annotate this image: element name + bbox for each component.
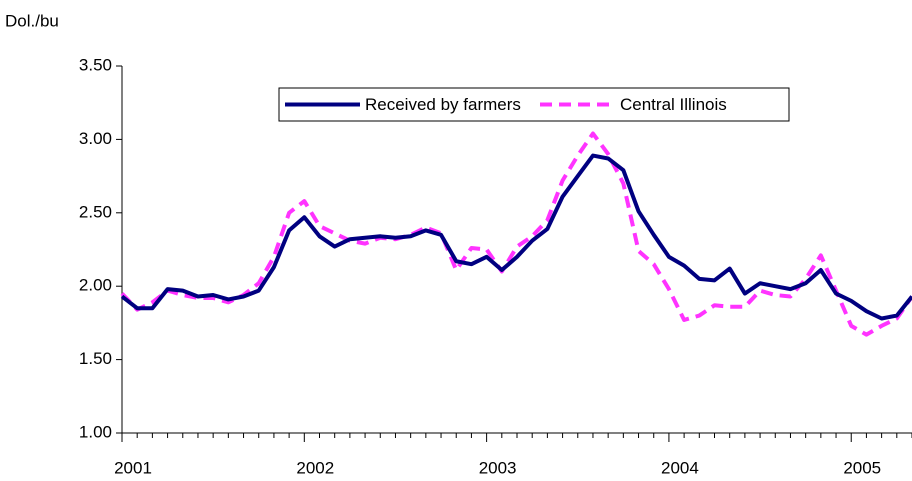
y-tick-label: 1.00: [79, 422, 112, 441]
x-tick-label: 2005: [843, 458, 881, 477]
series-line: [120, 153, 912, 321]
x-tick-label: 2001: [114, 458, 152, 477]
series-line: [120, 131, 912, 337]
x-tick-label: 2004: [661, 458, 699, 477]
x-tick-label: 2002: [296, 458, 334, 477]
x-tick-label: 2003: [479, 458, 517, 477]
y-tick-label: 1.50: [79, 349, 112, 368]
y-tick-label: 2.00: [79, 276, 112, 295]
y-tick-label: 2.50: [79, 202, 112, 221]
y-tick-label: 3.00: [79, 129, 112, 148]
legend-label: Received by farmers: [365, 95, 521, 114]
y-axis-label: Dol./bu: [5, 11, 59, 30]
legend-box: [278, 87, 790, 122]
legend-label: Central Illinois: [620, 95, 727, 114]
y-tick-label: 3.50: [79, 55, 112, 74]
